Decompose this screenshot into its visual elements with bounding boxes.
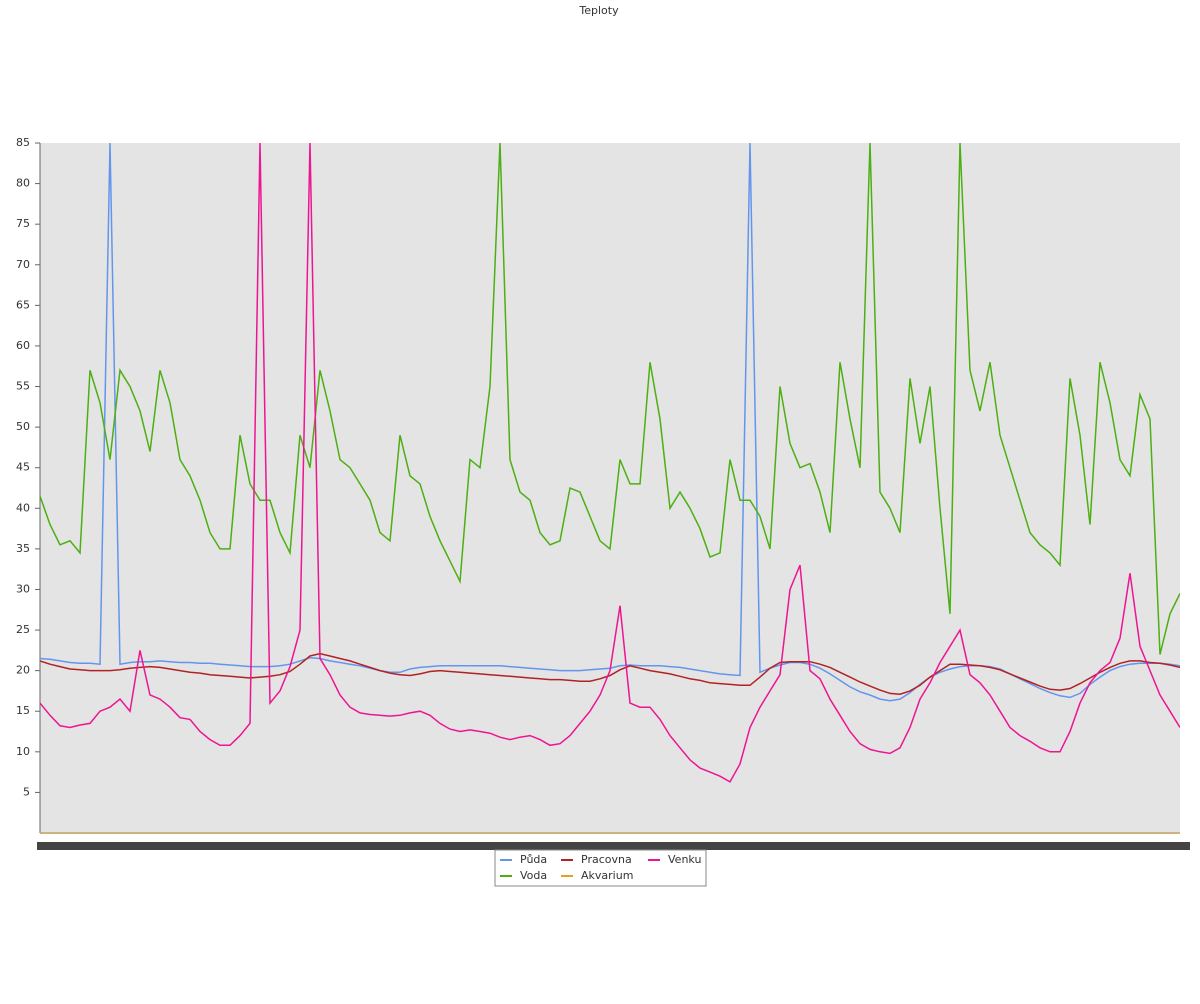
legend [494, 849, 707, 887]
y-tick-label: 50 [16, 420, 30, 433]
series-line [40, 143, 1180, 783]
y-tick-label: 5 [23, 785, 30, 798]
chart-title: Teploty [578, 4, 619, 17]
series-line [40, 143, 1180, 655]
legend-label: Půda [520, 853, 547, 866]
y-tick-label: 80 [16, 177, 30, 190]
y-tick-label: 30 [16, 582, 30, 595]
y-tick-label: 35 [16, 542, 30, 555]
y-tick-label: 70 [16, 258, 30, 271]
y-tick-label: 45 [16, 461, 30, 474]
y-tick-label: 85 [16, 136, 30, 149]
y-tick-label: 75 [16, 217, 30, 230]
y-tick-label: 55 [16, 380, 30, 393]
y-tick-label: 10 [16, 745, 30, 758]
y-tick-label: 15 [16, 704, 30, 717]
series-line [40, 652, 1180, 695]
legend-label: Pracovna [581, 853, 632, 866]
legend-label: Akvarium [581, 869, 633, 882]
plot-area [40, 143, 1180, 833]
legend-label: Voda [520, 869, 547, 882]
y-tick-label: 65 [16, 298, 30, 311]
legend-label: Venku [668, 853, 701, 866]
series-lines [40, 143, 1180, 833]
y-tick-label: 20 [16, 664, 30, 677]
x-tick-labels-band [37, 842, 1190, 850]
y-tick-label: 60 [16, 339, 30, 352]
y-tick-label: 25 [16, 623, 30, 636]
y-tick-label: 40 [16, 501, 30, 514]
